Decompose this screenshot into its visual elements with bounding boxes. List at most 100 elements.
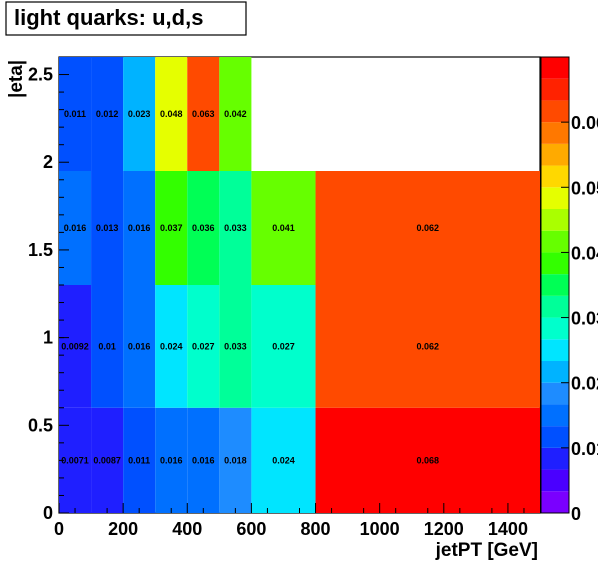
heatmap-cells [59, 57, 540, 513]
heatmap-cell [187, 407, 220, 513]
heatmap-cell-label: 0.068 [417, 455, 440, 465]
heatmap-cell-label: 0.016 [160, 455, 183, 465]
heatmap-cell [315, 407, 540, 513]
y-tick-label: 2 [43, 152, 53, 172]
heatmap-cell [219, 285, 252, 408]
colorbar-segment [541, 209, 569, 231]
heatmap-cell-label: 0.024 [160, 341, 183, 351]
heatmap-cell [219, 407, 252, 513]
heatmap-cell [155, 285, 188, 408]
heatmap-cell-label: 0.027 [272, 341, 295, 351]
heatmap-cell [251, 285, 316, 408]
x-tick-label: 1400 [488, 519, 528, 539]
heatmap-cell [155, 171, 188, 285]
heatmap-cell-label: 0.016 [192, 455, 215, 465]
x-tick-label: 400 [172, 519, 202, 539]
x-tick-label: 1200 [424, 519, 464, 539]
heatmap-cell [155, 407, 188, 513]
x-tick-label: 0 [54, 519, 64, 539]
heatmap-cell [315, 285, 540, 408]
y-tick-label: 1 [43, 328, 53, 348]
heatmap-cell [187, 57, 220, 171]
heatmap-cell-label: 0.062 [417, 341, 440, 351]
colorbar-segment [541, 317, 569, 340]
heatmap-cell-label: 0.033 [224, 341, 247, 351]
x-tick-label: 600 [236, 519, 266, 539]
heatmap-cell-label: 0.062 [417, 223, 440, 233]
colorbar-segment [541, 361, 569, 383]
heatmap-cell-label: 0.027 [192, 341, 215, 351]
heatmap-cell-label: 0.041 [272, 223, 295, 233]
heatmap-cell [91, 57, 124, 171]
heatmap-cell [251, 407, 316, 513]
heatmap-cell [91, 171, 124, 285]
heatmap-cell-label: 0.016 [128, 223, 151, 233]
y-axis-label: |eta| [6, 60, 27, 98]
chart-title: light quarks: u,d,s [14, 5, 203, 30]
plot-area: 0.0071 0.0087 0.011 0.016 0.016 0.018 0.024 0.0… [58, 56, 541, 514]
heatmap-cell-label: 0.016 [128, 341, 151, 351]
colorbar-segment [541, 491, 569, 513]
y-tick-label: 2.5 [28, 65, 53, 85]
heatmap-cell [123, 285, 156, 408]
heatmap-cell-label: 0.0092 [61, 341, 89, 351]
colorbar-segment [541, 274, 569, 296]
x-tick-label: 200 [108, 519, 138, 539]
colorbar-segment [541, 252, 569, 275]
y-tick-label: 0.5 [28, 415, 53, 435]
heatmap-cell-label: 0.013 [96, 223, 119, 233]
heatmap-cell-label: 0.011 [64, 109, 86, 119]
heatmap-cell-label: 0.024 [272, 455, 295, 465]
colorbar-segment [541, 143, 569, 166]
colorbar-segment [541, 78, 569, 101]
colorbar-tick-label: 0 [571, 504, 581, 524]
heatmap-cell [91, 285, 124, 408]
heatmap-cell-label: 0.036 [192, 223, 215, 233]
colorbar-segment [541, 447, 569, 470]
heatmap-cell-label: 0.063 [192, 109, 215, 119]
heatmap-cell [155, 57, 188, 171]
y-axis: 0 0.5 1 1.5 2 2.5 [28, 65, 69, 523]
x-axis: 0 200 400 600 800 1000 1200 1400 [54, 503, 528, 539]
heatmap-cell-label: 0.0087 [93, 455, 121, 465]
colorbar-segment [541, 187, 569, 209]
colorbar-tick-label: 0.03 [571, 309, 598, 329]
heatmap-cell-label: 0.016 [64, 223, 87, 233]
colorbar-segment [541, 122, 569, 144]
heatmap-cell [59, 285, 92, 408]
x-tick-label: 1000 [360, 519, 400, 539]
y-tick-label: 1.5 [28, 240, 53, 260]
heatmap-cell-label: 0.018 [224, 455, 247, 465]
colorbar-tick-label: 0.02 [571, 374, 598, 394]
heatmap-cell-label: 0.033 [224, 223, 247, 233]
colorbar: 0 0.01 0.02 0.03 0.04 0.05 0.06 [540, 56, 598, 524]
heatmap-cell [91, 407, 124, 513]
chart-title-box: light quarks: u,d,s [5, 1, 247, 36]
heatmap-cell [187, 171, 220, 285]
heatmap-cell [123, 57, 156, 171]
heatmap-cell-label: 0.042 [224, 109, 247, 119]
colorbar-segment [541, 382, 569, 405]
heatmap-cell-label: 0.037 [160, 223, 183, 233]
x-axis-label: jetPT [GeV] [435, 540, 538, 561]
heatmap-cell-labels: 0.0071 0.0087 0.011 0.016 0.016 0.018 0.024 0.0… [61, 109, 439, 465]
y-tick-label: 0 [43, 503, 53, 523]
colorbar-tick-label: 0.04 [571, 243, 598, 263]
colorbar-segment [541, 230, 569, 253]
heatmap-cell-label: 0.0071 [61, 455, 89, 465]
heatmap-cell [123, 171, 156, 285]
colorbar-segment [541, 404, 569, 427]
colorbar-segment [541, 469, 569, 492]
heatmap-cell-label: 0.01 [98, 341, 116, 351]
heatmap-cell [219, 57, 252, 171]
heatmap-cell [59, 171, 92, 285]
heatmap-cell [251, 171, 316, 285]
colorbar-segment [541, 426, 569, 448]
heatmap-cell [315, 171, 540, 285]
colorbar-tick-label: 0.01 [571, 439, 598, 459]
x-tick-label: 800 [301, 519, 331, 539]
heatmap-cell-label: 0.011 [128, 455, 150, 465]
colorbar-segment [541, 100, 569, 123]
heatmap-cell [59, 57, 92, 171]
